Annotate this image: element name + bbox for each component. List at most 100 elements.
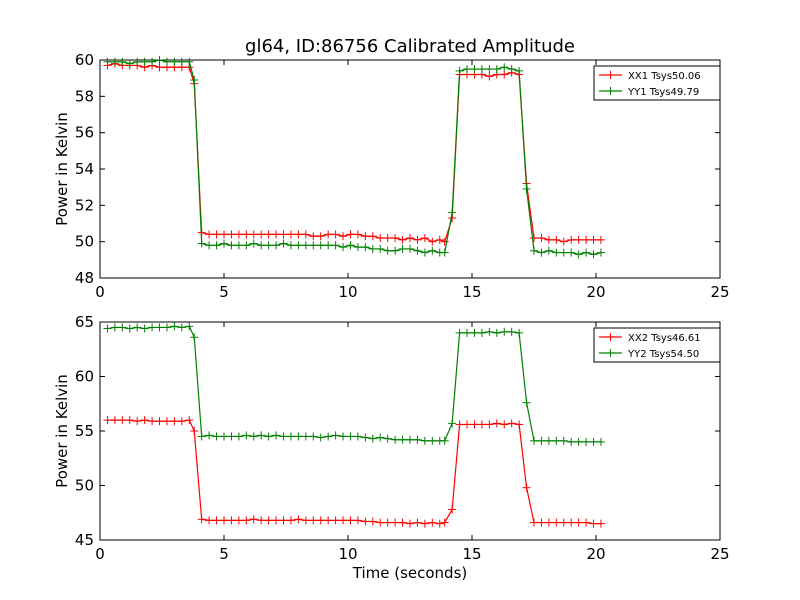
data-point bbox=[440, 237, 449, 246]
data-point bbox=[170, 322, 179, 331]
data-point bbox=[220, 239, 228, 248]
data-point bbox=[220, 230, 228, 239]
x-tick-label: 20 bbox=[586, 283, 605, 301]
data-point bbox=[133, 57, 142, 66]
top-panel: 0 5 10 15 20 25 48 50 52 54 56 58 60 Power in Kelvin X… bbox=[53, 51, 730, 301]
data-point bbox=[552, 436, 561, 445]
data-point bbox=[339, 432, 348, 441]
data-point bbox=[301, 516, 310, 525]
y-tick-label: 60 bbox=[75, 368, 94, 386]
data-point bbox=[428, 237, 437, 246]
data-point bbox=[324, 230, 333, 239]
y-tick-label: 50 bbox=[75, 233, 94, 251]
data-point bbox=[331, 431, 340, 440]
data-point bbox=[500, 420, 509, 429]
data-point bbox=[428, 246, 437, 255]
data-point bbox=[376, 244, 385, 253]
x-tick-label: 10 bbox=[338, 283, 357, 301]
data-point bbox=[406, 435, 414, 444]
data-point bbox=[589, 250, 598, 259]
data-point bbox=[515, 328, 524, 337]
legend-label: YY2 Tsys54.50 bbox=[627, 349, 699, 360]
data-point bbox=[212, 516, 221, 525]
series-line bbox=[107, 63, 601, 243]
data-point bbox=[331, 241, 340, 250]
data-point bbox=[398, 244, 407, 253]
data-point bbox=[316, 232, 325, 241]
x-tick-label: 0 bbox=[95, 283, 105, 301]
data-point bbox=[324, 241, 333, 250]
legend-entry: XX2 Tsys46.61 bbox=[599, 333, 701, 344]
data-point bbox=[537, 234, 546, 243]
data-point bbox=[339, 243, 348, 252]
data-point bbox=[125, 59, 134, 68]
data-point bbox=[205, 241, 214, 250]
data-point bbox=[212, 432, 221, 441]
data-point bbox=[155, 63, 164, 72]
data-point bbox=[470, 328, 479, 337]
data-point bbox=[492, 328, 501, 337]
data-point bbox=[500, 63, 509, 72]
data-point bbox=[522, 398, 531, 407]
data-point bbox=[272, 431, 281, 440]
data-point bbox=[103, 416, 112, 425]
x-axis-label: Time (seconds) bbox=[352, 564, 468, 582]
data-point bbox=[103, 57, 112, 66]
data-point bbox=[148, 57, 157, 66]
data-point bbox=[286, 432, 295, 441]
data-point bbox=[301, 230, 310, 239]
y-tick-label: 65 bbox=[75, 313, 94, 331]
data-point bbox=[294, 515, 303, 524]
data-point bbox=[324, 432, 333, 441]
data-point bbox=[537, 436, 546, 445]
data-point bbox=[448, 419, 457, 428]
bottom-panel: 0 5 10 15 20 25 45 50 55 60 65 Power in Kelvin XX2 T… bbox=[53, 313, 730, 563]
data-point bbox=[118, 57, 127, 66]
data-point bbox=[170, 417, 179, 426]
data-point bbox=[331, 516, 340, 525]
legend-label: XX1 Tsys50.06 bbox=[628, 71, 701, 82]
data-point bbox=[242, 431, 251, 440]
data-point bbox=[242, 241, 251, 250]
data-point bbox=[257, 516, 266, 525]
data-point bbox=[249, 230, 258, 239]
series-line bbox=[107, 59, 602, 255]
data-point bbox=[257, 241, 266, 250]
data-point bbox=[500, 70, 509, 79]
data-point bbox=[346, 432, 355, 441]
data-point bbox=[398, 518, 407, 527]
series-line bbox=[107, 419, 601, 525]
y-tick-label: 48 bbox=[75, 269, 94, 287]
data-point bbox=[162, 57, 171, 66]
data-point bbox=[485, 72, 494, 81]
data-point bbox=[567, 437, 576, 446]
data-point bbox=[448, 208, 457, 217]
data-point bbox=[294, 241, 303, 250]
data-point bbox=[440, 518, 449, 527]
data-point bbox=[420, 519, 429, 528]
data-point bbox=[537, 518, 546, 527]
data-point bbox=[522, 483, 531, 492]
data-point bbox=[272, 230, 281, 239]
data-point bbox=[316, 433, 325, 442]
data-point bbox=[470, 65, 479, 74]
data-point bbox=[177, 417, 186, 426]
data-point bbox=[420, 248, 429, 257]
data-point bbox=[118, 323, 127, 332]
data-point bbox=[205, 230, 214, 239]
data-point bbox=[205, 516, 214, 525]
data-point bbox=[383, 518, 392, 527]
data-point bbox=[470, 420, 479, 429]
data-point bbox=[574, 437, 583, 446]
data-point bbox=[361, 232, 370, 241]
data-point bbox=[485, 327, 494, 336]
data-point bbox=[544, 246, 553, 255]
data-point bbox=[530, 518, 538, 527]
data-point bbox=[110, 416, 119, 425]
y-tick-label: 60 bbox=[75, 51, 94, 69]
legend-entry: XX1 Tsys50.06 bbox=[599, 71, 701, 82]
data-point bbox=[264, 241, 273, 250]
data-point bbox=[242, 230, 251, 239]
legend-label: YY1 Tsys49.79 bbox=[627, 87, 699, 98]
